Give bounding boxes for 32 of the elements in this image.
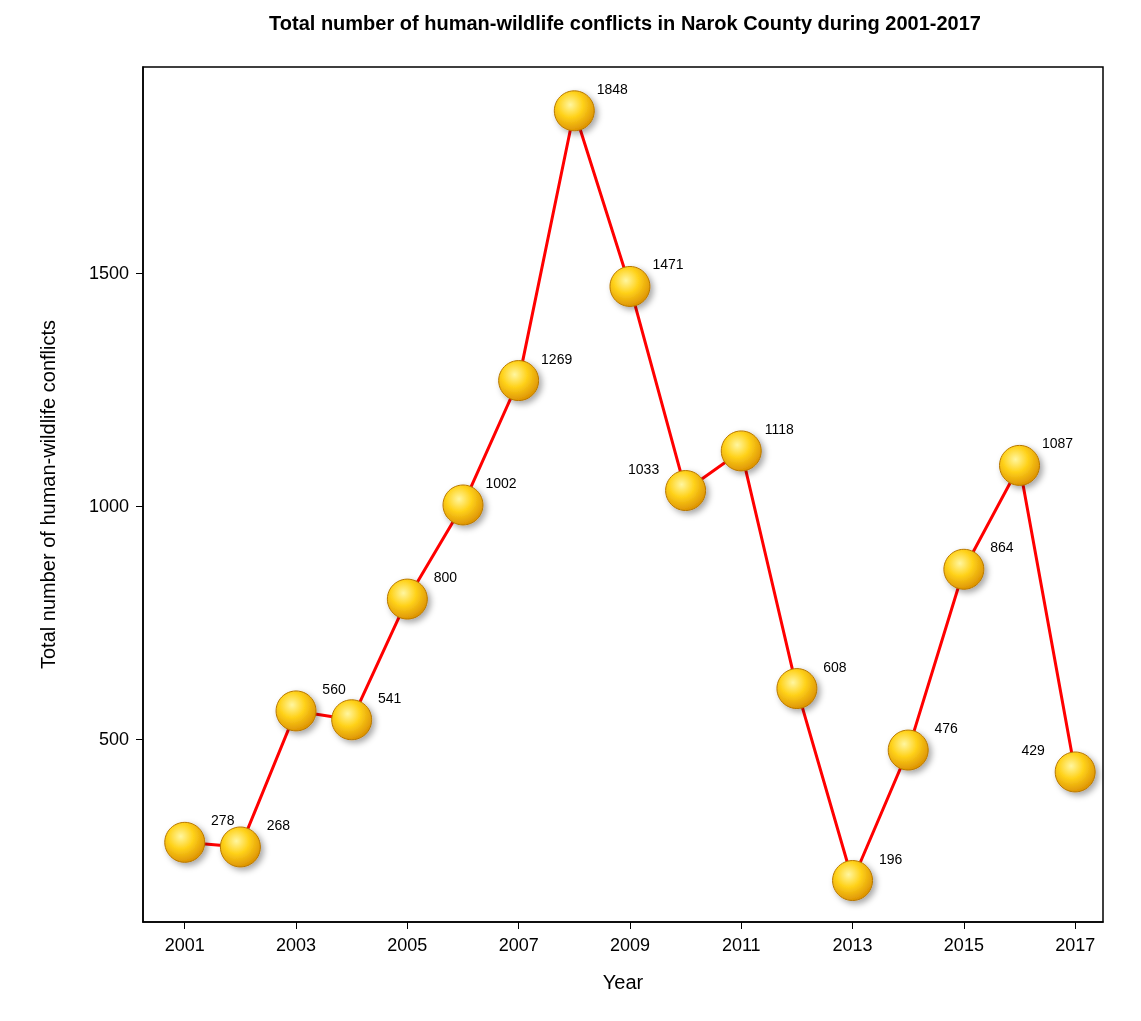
x-tick-label: 2001 — [164, 935, 205, 955]
data-label: 1471 — [652, 256, 684, 273]
y-axis-title: Total number of human-wildlife conflicts — [37, 319, 59, 670]
x-tick-label: 2013 — [832, 935, 873, 955]
data-label: 1269 — [541, 350, 573, 367]
data-label: 800 — [433, 569, 458, 586]
x-axis-title: Year — [602, 971, 644, 993]
x-tick-label: 2005 — [387, 935, 428, 955]
data-label: 560 — [322, 680, 346, 697]
data-label: 196 — [878, 850, 903, 867]
y-tick-label: 500 — [98, 728, 129, 749]
y-tick-label: 1000 — [88, 495, 129, 516]
data-label: 429 — [1021, 741, 1046, 758]
data-label: 278 — [211, 812, 235, 829]
data-label: 864 — [990, 539, 1014, 556]
x-tick-label: 2007 — [498, 935, 539, 955]
data-label: 1087 — [1041, 435, 1074, 452]
chart-title: Total number of human-wildlife conflicts in Narok County during 2001-2017 — [269, 12, 981, 34]
data-label: 1118 — [764, 420, 794, 437]
data-label: 1848 — [596, 80, 629, 97]
data-label: 1033 — [628, 460, 660, 477]
x-tick-label: 2011 — [721, 935, 761, 955]
x-tick-label: 2015 — [943, 935, 984, 955]
data-label: 268 — [266, 816, 291, 833]
x-tick-label: 2009 — [609, 935, 650, 955]
data-label: 608 — [823, 658, 847, 675]
x-tick-label: 2003 — [276, 935, 317, 955]
data-label: 476 — [934, 720, 959, 737]
data-label: 1002 — [485, 474, 517, 491]
y-tick-label: 1500 — [88, 262, 129, 283]
x-tick-label: 2017 — [1055, 935, 1096, 955]
data-label: 541 — [378, 689, 402, 706]
